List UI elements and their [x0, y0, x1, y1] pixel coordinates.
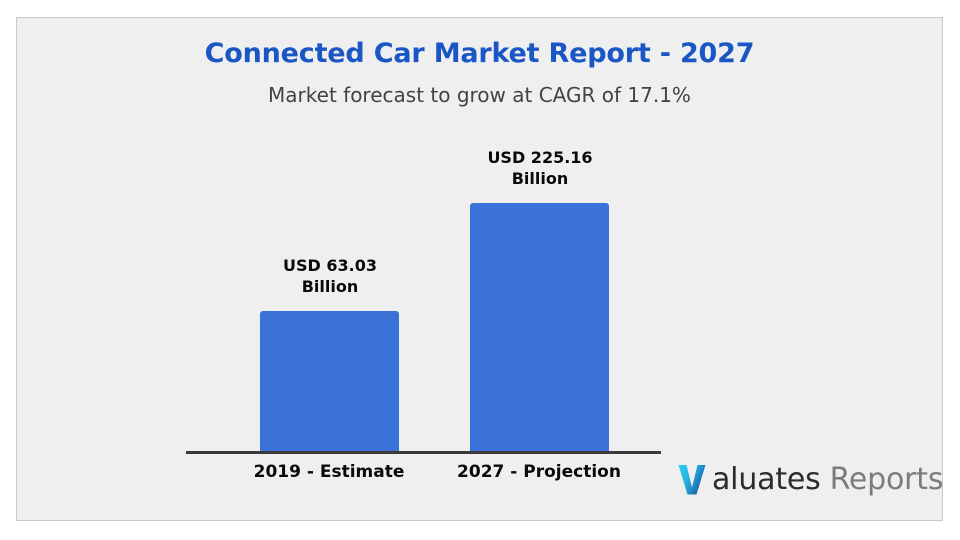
chart-subtitle: Market forecast to grow at CAGR of 17.1%	[268, 83, 691, 107]
page-title: Connected Car Market Report - 2027	[204, 38, 755, 69]
bar-value-label-2019-line2: Billion	[301, 277, 359, 297]
bar-value-label-2027-line2: Billion	[511, 169, 569, 189]
bar-2019-estimate	[260, 311, 399, 451]
brand-name-secondary: Reports	[829, 461, 944, 497]
plot-area: USD 63.03 Billion USD 225.16 Billion 201…	[17, 18, 942, 520]
x-axis-tick-label-2019: 2019 - Estimate	[253, 462, 405, 482]
x-axis-line	[186, 451, 661, 454]
brand-logo: aluates Reports	[677, 456, 943, 502]
bar-2027-projection	[470, 203, 609, 451]
chart-canvas: Connected Car Market Report - 2027 Marke…	[16, 17, 943, 521]
bar-value-label-2027-line1: USD 225.16	[487, 148, 593, 167]
bar-value-label-2027: USD 225.16 Billion	[440, 147, 640, 189]
x-axis-tick-label-2027: 2027 - Projection	[457, 462, 621, 482]
bar-value-label-2019: USD 63.03 Billion	[230, 255, 430, 297]
bar-value-label-2019-line1: USD 63.03	[283, 256, 377, 275]
v-mark-icon	[678, 464, 706, 494]
brand-name-primary: aluates	[712, 461, 821, 497]
